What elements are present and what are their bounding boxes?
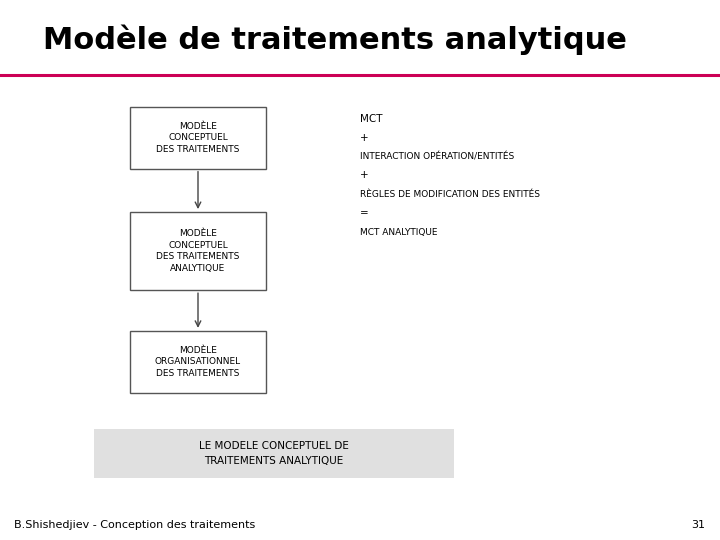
Text: +: +: [360, 171, 369, 180]
Text: MCT ANALYTIQUE: MCT ANALYTIQUE: [360, 228, 438, 237]
Text: INTERACTION OPÉRATION/ENTITÉS: INTERACTION OPÉRATION/ENTITÉS: [360, 152, 514, 161]
FancyBboxPatch shape: [94, 429, 454, 478]
Text: =: =: [360, 208, 369, 218]
Text: MODÈLE
CONCEPTUEL
DES TRAITEMENTS
ANALYTIQUE: MODÈLE CONCEPTUEL DES TRAITEMENTS ANALYT…: [156, 230, 240, 273]
Text: RÈGLES DE MODIFICATION DES ENTITÉS: RÈGLES DE MODIFICATION DES ENTITÉS: [360, 190, 540, 199]
FancyBboxPatch shape: [130, 330, 266, 393]
Text: +: +: [360, 133, 369, 143]
Text: 31: 31: [692, 520, 706, 530]
Text: Modèle de traitements analytique: Modèle de traitements analytique: [43, 24, 627, 55]
Text: B.Shishedjiev - Conception des traitements: B.Shishedjiev - Conception des traitemen…: [14, 520, 256, 530]
FancyBboxPatch shape: [130, 212, 266, 291]
FancyBboxPatch shape: [130, 106, 266, 168]
Text: MCT: MCT: [360, 114, 382, 124]
Text: MODÈLE
CONCEPTUEL
DES TRAITEMENTS: MODÈLE CONCEPTUEL DES TRAITEMENTS: [156, 122, 240, 154]
Text: LE MODELE CONCEPTUEL DE
TRAITEMENTS ANALYTIQUE: LE MODELE CONCEPTUEL DE TRAITEMENTS ANAL…: [199, 441, 348, 466]
Text: MODÈLE
ORGANISATIONNEL
DES TRAITEMENTS: MODÈLE ORGANISATIONNEL DES TRAITEMENTS: [155, 346, 241, 378]
